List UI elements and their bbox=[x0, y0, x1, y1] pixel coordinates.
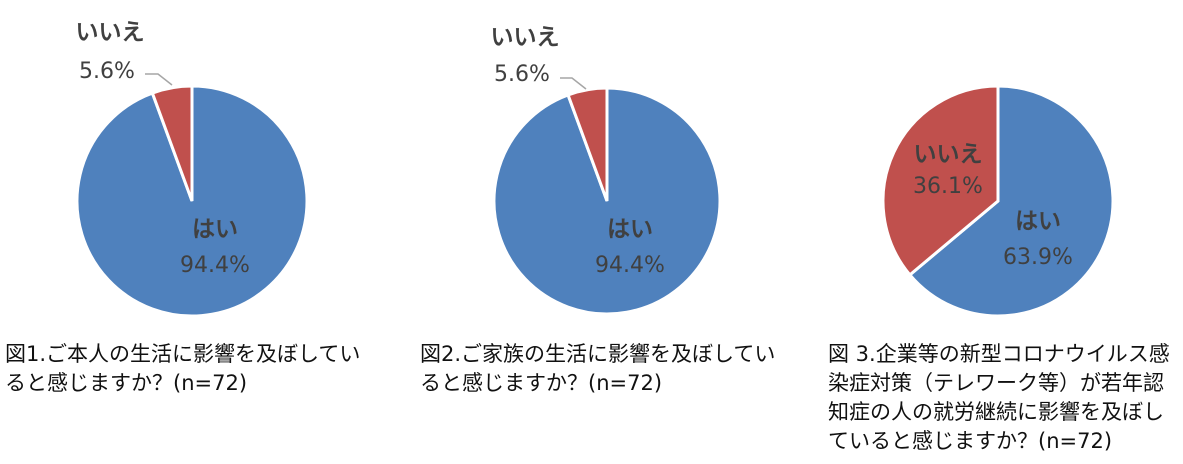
slice-category: はい bbox=[192, 217, 238, 243]
slice-category: いいえ bbox=[491, 25, 560, 51]
slice-value-label: 63.9% bbox=[1003, 245, 1073, 270]
pie-slice bbox=[566, 86, 609, 202]
slice-category: いいえ bbox=[914, 142, 983, 168]
slice-category: はい bbox=[607, 217, 653, 243]
slice-value-label: 94.4% bbox=[180, 253, 250, 278]
leader-line bbox=[560, 77, 587, 90]
pie-slice bbox=[881, 84, 1000, 277]
leader-line bbox=[145, 73, 173, 86]
slice-value-label: 5.6% bbox=[79, 59, 135, 84]
slice-value-label: 5.6% bbox=[494, 62, 550, 87]
caption: 図2.ご家族の生活に影響を及ぼしていると感じますか？(n=72) bbox=[420, 342, 776, 395]
slice-value-label: 94.4% bbox=[595, 253, 665, 278]
pie-slice bbox=[150, 84, 194, 202]
slice-category: はい bbox=[1015, 209, 1061, 235]
slice-value-label: 36.1% bbox=[913, 174, 983, 199]
caption: 図 3.企業等の新型コロナウイルス感染症対策（テレワーク等）が若年認知症の人の就… bbox=[828, 342, 1170, 453]
slice-category: いいえ bbox=[76, 20, 145, 46]
caption: 図1.ご本人の生活に影響を及ぼしていると感じますか？(n=72) bbox=[5, 342, 361, 395]
pie-slice bbox=[907, 84, 1115, 318]
